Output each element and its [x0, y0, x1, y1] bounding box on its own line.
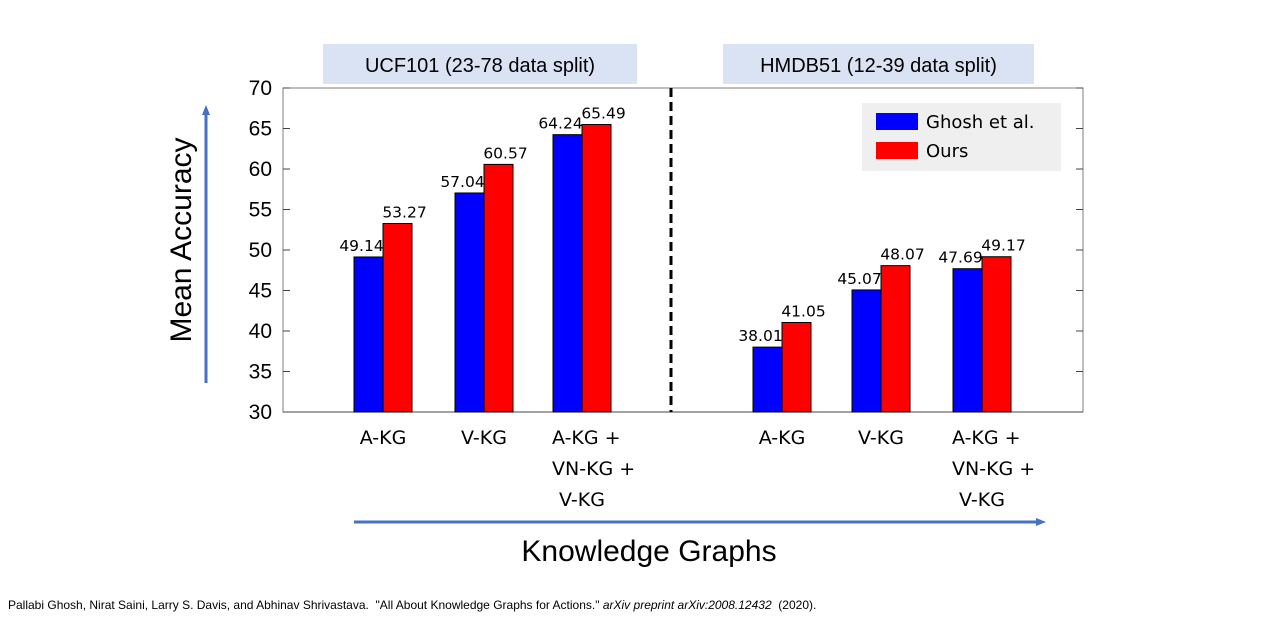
citation-title: "All About Knowledge Graphs for Actions.…: [375, 598, 600, 612]
legend-label: Ghosh et al.: [926, 112, 1034, 133]
axis-arrows: [202, 105, 1046, 526]
bar-ours: [781, 321, 812, 413]
y-tick-label: 60: [249, 158, 272, 181]
bar-ours: [581, 124, 612, 413]
x-category-label: V-KG: [959, 489, 1005, 511]
bar-ours: [483, 163, 514, 413]
x-category-label: V-KG: [559, 489, 605, 511]
legend-label: Ours: [926, 141, 968, 162]
y-tick-label: 55: [249, 199, 272, 222]
x-category-label: A-KG: [360, 427, 407, 449]
y-tick-label: 50: [249, 239, 272, 262]
x-category-label: VN-KG +: [552, 458, 635, 480]
bar-ghosh: [454, 192, 485, 413]
panel-titles: UCF101 (23-78 data split) HMDB51 (12-39 d…: [323, 44, 1034, 84]
value-label-ours: 53.27: [382, 204, 426, 222]
panel-title: UCF101 (23-78 data split): [365, 55, 595, 77]
value-label-ghosh: 45.07: [837, 270, 881, 288]
citation-authors: Pallabi Ghosh, Nirat Saini, Larry S. Dav…: [8, 598, 369, 612]
panel-title-bg: [323, 44, 637, 84]
value-label-ghosh: 57.04: [440, 173, 484, 191]
value-label-ours: 49.17: [981, 237, 1025, 255]
bars: [353, 124, 1012, 413]
citation-year: (2020).: [778, 598, 817, 612]
value-label-ghosh: 64.24: [538, 115, 582, 133]
legend-swatch: [876, 113, 918, 130]
x-category-label: A-KG +: [952, 427, 1021, 449]
bar-ours: [981, 256, 1012, 413]
x-category-label: VN-KG +: [952, 458, 1035, 480]
x-axis-title: Knowledge Graphs: [521, 535, 776, 568]
bar-ghosh: [851, 289, 882, 413]
value-label-ours: 60.57: [483, 144, 527, 162]
value-label-ghosh: 47.69: [938, 249, 982, 267]
y-tick-label: 65: [249, 118, 272, 141]
bar-ours: [880, 265, 911, 413]
citation-venue: arXiv preprint arXiv:2008.12432: [602, 598, 772, 612]
x-category-label: V-KG: [461, 427, 507, 449]
y-tick-label: 30: [249, 401, 272, 424]
value-label-ours: 48.07: [880, 246, 924, 264]
y-tick-label: 40: [249, 320, 272, 343]
value-label-ours: 41.05: [781, 302, 825, 320]
y-tick-label: 45: [249, 280, 272, 303]
value-label-ghosh: 38.01: [738, 327, 782, 345]
bar-ghosh: [952, 268, 983, 413]
bar-ghosh: [353, 256, 384, 413]
x-category-label: A-KG +: [552, 427, 621, 449]
legend-swatch: [876, 142, 918, 159]
panel-title-bg: [723, 44, 1034, 84]
value-label-ours: 65.49: [581, 105, 625, 123]
x-category-label: A-KG: [759, 427, 806, 449]
citation: Pallabi Ghosh, Nirat Saini, Larry S. Dav…: [8, 598, 816, 612]
legend: Ghosh et al. Ours: [862, 103, 1061, 171]
y-axis-title: Mean Accuracy: [165, 137, 198, 342]
y-axis-ticks: 30 35 40 45 50 55 60 65 70: [249, 77, 1083, 424]
bar-ours: [382, 223, 413, 413]
y-tick-label: 70: [249, 77, 272, 100]
panel-title: HMDB51 (12-39 data split): [760, 55, 997, 77]
bar-ghosh: [752, 346, 783, 413]
value-label-ghosh: 49.14: [339, 237, 383, 255]
y-tick-label: 35: [249, 361, 272, 384]
bar-ghosh: [552, 134, 583, 413]
x-axis-categories: A-KG V-KG A-KG + VN-KG + V-KG A-KG V-KG A-KG + V…: [360, 427, 1036, 511]
x-category-label: V-KG: [858, 427, 904, 449]
